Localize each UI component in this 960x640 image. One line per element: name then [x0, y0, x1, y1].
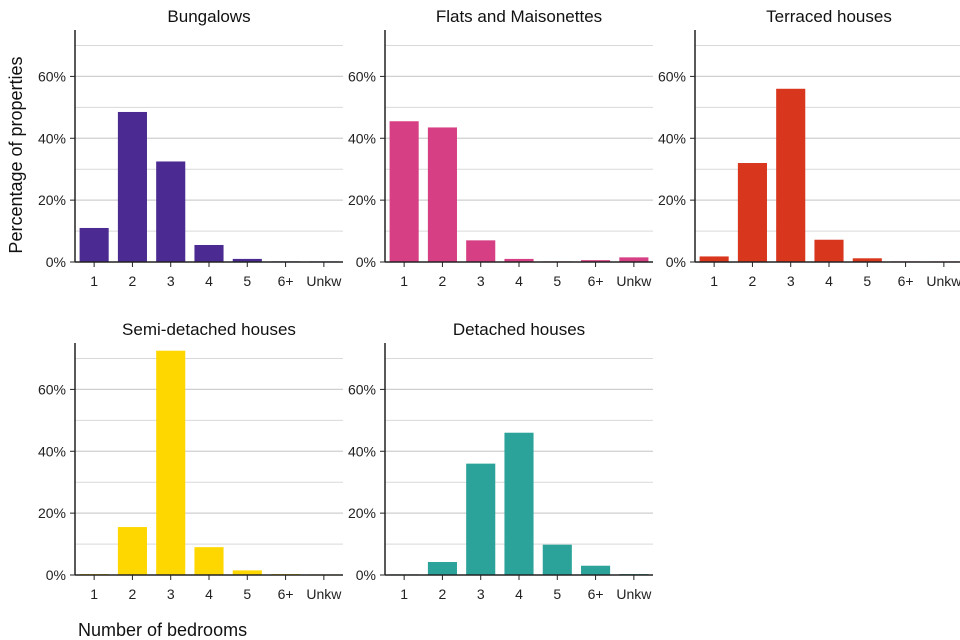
panel-title: Detached houses — [453, 320, 585, 339]
bar-detached-houses-2 — [427, 562, 457, 575]
bar-bungalows-2 — [117, 111, 147, 262]
bar-terraced-houses-5 — [852, 258, 882, 262]
x-tick-label: 3 — [167, 586, 175, 602]
bar-flats-and-maisonettes-3 — [466, 240, 496, 262]
x-tick-label: 2 — [439, 586, 447, 602]
bar-flats-and-maisonettes-4 — [504, 258, 534, 262]
bar-semi-detached-houses-3 — [156, 350, 186, 575]
y-tick-label: 40% — [38, 443, 66, 459]
panel-detached-houses: 1 2 3 4 5 6+ Unkw 0% 20% 40% 60% Detached houses — [348, 320, 653, 602]
x-tick-label: 2 — [749, 273, 757, 289]
x-tick-label: 6+ — [278, 273, 294, 289]
y-tick-label: 60% — [348, 381, 376, 397]
bar-terraced-houses-1 — [699, 256, 729, 262]
bar-detached-houses-3 — [466, 463, 496, 575]
bar-detached-houses-5 — [542, 544, 572, 575]
y-tick-label: 20% — [658, 192, 686, 208]
bar-semi-detached-houses-5 — [232, 570, 262, 575]
y-axis-title: Percentage of properties — [6, 56, 26, 253]
x-tick-label: 6+ — [278, 586, 294, 602]
x-tick-label: 4 — [205, 586, 213, 602]
x-tick-label: Unkw — [616, 586, 652, 602]
x-tick-label: 1 — [90, 586, 98, 602]
x-tick-label: 5 — [553, 586, 561, 602]
x-tick-label: 3 — [787, 273, 795, 289]
panel-title: Semi-detached houses — [122, 320, 296, 339]
bar-detached-houses-6plus — [581, 565, 611, 575]
x-tick-label: 2 — [129, 586, 137, 602]
x-tick-label: 2 — [439, 273, 447, 289]
y-tick-label: 40% — [38, 130, 66, 146]
x-tick-label: Unkw — [926, 273, 960, 289]
bar-bungalows-1 — [79, 227, 109, 262]
bar-terraced-houses-4 — [814, 239, 844, 262]
bar-flats-and-maisonettes-2 — [427, 127, 457, 262]
x-tick-label: 3 — [477, 586, 485, 602]
panel-semi-detached-houses: 1 2 3 4 5 6+ Unkw 0% 20% 40% 60% Semi-detached hous… — [38, 320, 343, 602]
y-tick-label: 40% — [658, 130, 686, 146]
x-tick-label: 1 — [90, 273, 98, 289]
x-tick-label: 4 — [205, 273, 213, 289]
y-tick-label: 0% — [356, 254, 376, 270]
x-tick-label: 1 — [710, 273, 718, 289]
x-tick-label: 5 — [243, 586, 251, 602]
x-tick-label: 6+ — [588, 586, 604, 602]
bar-flats-and-maisonettes-6plus — [581, 260, 611, 262]
y-tick-label: 20% — [38, 505, 66, 521]
x-tick-label: 5 — [553, 273, 561, 289]
y-tick-label: 0% — [46, 567, 66, 583]
x-tick-label: 5 — [243, 273, 251, 289]
y-tick-label: 40% — [348, 443, 376, 459]
bar-bungalows-5 — [232, 258, 262, 262]
x-tick-label: Unkw — [306, 586, 342, 602]
y-tick-label: 0% — [356, 567, 376, 583]
x-tick-label: Unkw — [306, 273, 342, 289]
x-tick-label: 1 — [400, 586, 408, 602]
bar-terraced-houses-2 — [737, 163, 767, 262]
x-tick-label: 4 — [515, 586, 523, 602]
x-tick-label: 4 — [515, 273, 523, 289]
x-tick-label: 6+ — [898, 273, 914, 289]
x-tick-label: 6+ — [588, 273, 604, 289]
bar-bungalows-4 — [194, 244, 224, 262]
y-tick-label: 0% — [666, 254, 686, 270]
bar-terraced-houses-3 — [776, 88, 806, 263]
panel-title: Bungalows — [167, 7, 250, 26]
panel-flats-and-maisonettes: 1 2 3 4 5 6+ Unkw 0% 20% 40% 60% Flats and Maisonet… — [348, 7, 653, 289]
x-tick-label: 5 — [863, 273, 871, 289]
panel-terraced-houses: 1 2 3 4 5 6+ Unkw 0% 20% 40% 60% Terraced houses — [658, 7, 960, 289]
y-tick-label: 60% — [38, 68, 66, 84]
bar-semi-detached-houses-4 — [194, 547, 224, 575]
x-tick-label: 3 — [477, 273, 485, 289]
x-tick-label: 3 — [167, 273, 175, 289]
bar-bungalows-3 — [156, 161, 186, 262]
bar-flats-and-maisonettes-unkw — [619, 257, 649, 262]
x-tick-label: 2 — [129, 273, 137, 289]
y-tick-label: 60% — [38, 381, 66, 397]
x-tick-label: Unkw — [616, 273, 652, 289]
x-tick-label: 4 — [825, 273, 833, 289]
bar-semi-detached-houses-2 — [117, 527, 147, 575]
x-axis-title: Number of bedrooms — [78, 620, 247, 640]
bar-flats-and-maisonettes-1 — [389, 121, 419, 262]
y-tick-label: 60% — [348, 68, 376, 84]
panel-title: Flats and Maisonettes — [436, 7, 602, 26]
y-tick-label: 60% — [658, 68, 686, 84]
y-tick-label: 20% — [38, 192, 66, 208]
bar-detached-houses-4 — [504, 432, 534, 575]
y-tick-label: 20% — [348, 192, 376, 208]
panel-title: Terraced houses — [766, 7, 892, 26]
y-tick-label: 0% — [46, 254, 66, 270]
x-tick-label: 1 — [400, 273, 408, 289]
y-tick-label: 40% — [348, 130, 376, 146]
panel-bungalows: 1 2 3 4 5 6+ Unkw 0% 20% 40% 60% Bungalows — [38, 7, 343, 289]
y-tick-label: 20% — [348, 505, 376, 521]
